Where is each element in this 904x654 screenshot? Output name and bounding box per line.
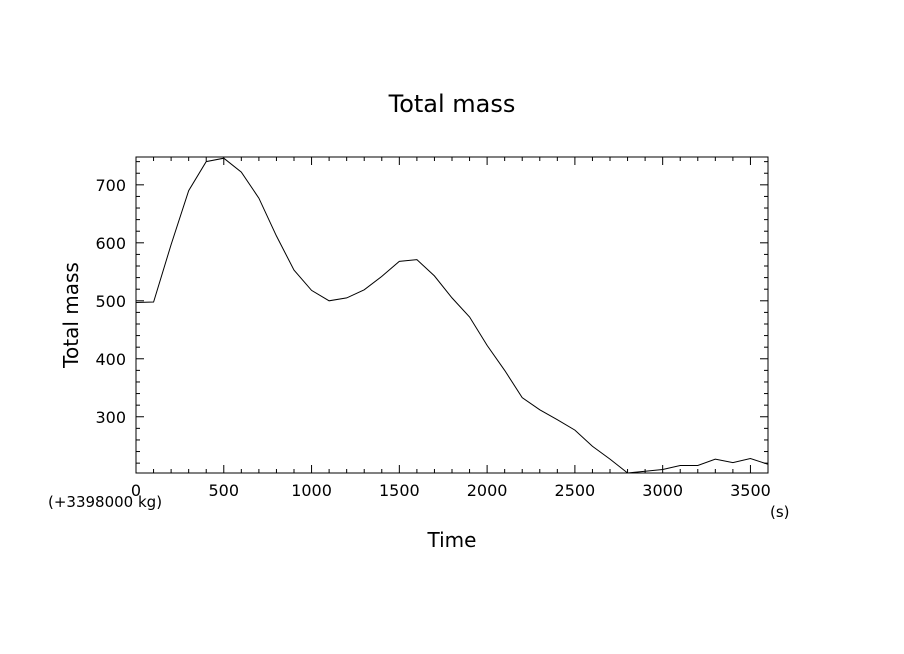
- x-unit-label: (s): [770, 503, 790, 521]
- x-tick-label: 3500: [730, 481, 771, 500]
- x-tick-label: 0: [131, 481, 141, 500]
- y-tick-labels: 300 400 500 600 700: [95, 176, 126, 427]
- y-tick-label: 400: [95, 350, 126, 369]
- y-tick-label: 600: [95, 234, 126, 253]
- x-tick-labels: 0 500 1000 1500 2000 2500 3000 3500: [131, 481, 771, 500]
- x-tick-label: 2000: [467, 481, 508, 500]
- series-line: [135, 157, 769, 474]
- y-axis-label: Total mass: [59, 262, 83, 369]
- chart-title: Total mass: [388, 90, 516, 118]
- y-tick-label: 700: [95, 176, 126, 195]
- plot-frame: [135, 156, 769, 474]
- y-tick-label: 500: [95, 292, 126, 311]
- x-tick-label: 500: [209, 481, 240, 500]
- x-axis-label: Time: [427, 528, 477, 552]
- y-tick-label: 300: [95, 408, 126, 427]
- axis-ticks: [135, 157, 768, 473]
- x-tick-label: 1500: [379, 481, 420, 500]
- x-tick-label: 2500: [555, 481, 596, 500]
- y-offset-note: (+3398000 kg): [48, 493, 162, 511]
- x-tick-label: 3000: [642, 481, 683, 500]
- series-group: [135, 157, 769, 474]
- x-tick-label: 1000: [291, 481, 332, 500]
